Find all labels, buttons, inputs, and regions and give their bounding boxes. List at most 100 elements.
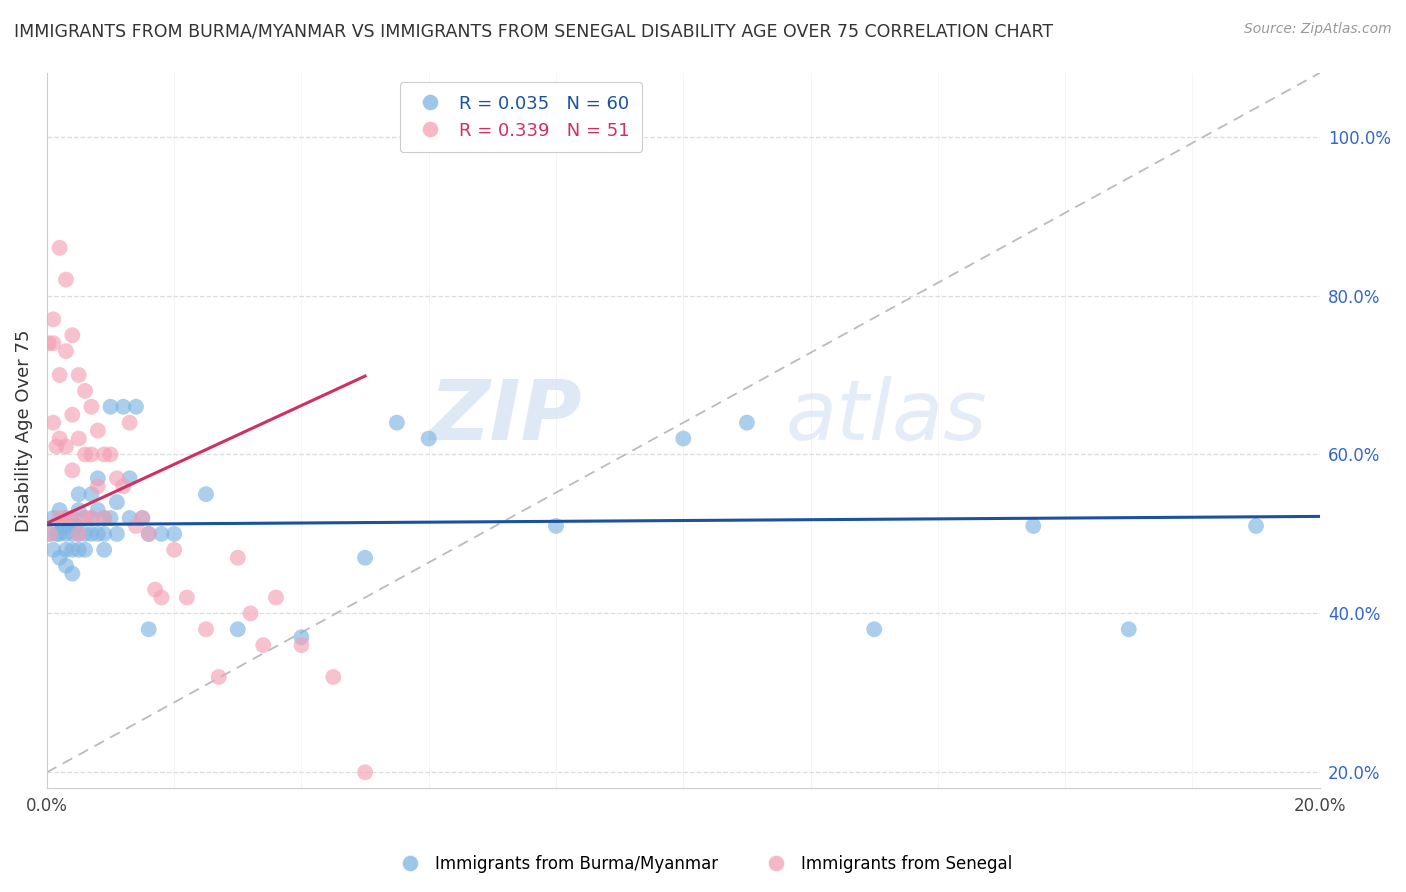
Point xyxy=(239,607,262,621)
Point xyxy=(45,527,67,541)
Point xyxy=(105,527,128,541)
Point xyxy=(67,368,90,382)
Point xyxy=(67,487,90,501)
Text: atlas: atlas xyxy=(785,376,987,457)
Point xyxy=(150,527,173,541)
Point xyxy=(55,558,77,573)
Point xyxy=(150,591,173,605)
Point xyxy=(93,447,115,461)
Point xyxy=(55,511,77,525)
Point xyxy=(75,384,97,398)
Point xyxy=(55,344,77,359)
Point xyxy=(75,511,97,525)
Point xyxy=(93,511,115,525)
Point xyxy=(87,479,110,493)
Point xyxy=(45,440,67,454)
Point xyxy=(93,527,115,541)
Point xyxy=(42,416,65,430)
Point xyxy=(67,432,90,446)
Point xyxy=(131,511,153,525)
Point xyxy=(105,495,128,509)
Point xyxy=(60,328,83,343)
Point xyxy=(75,542,97,557)
Point xyxy=(138,622,160,636)
Point xyxy=(42,511,65,525)
Point xyxy=(100,400,122,414)
Point xyxy=(138,527,160,541)
Point xyxy=(65,519,87,533)
Point xyxy=(226,550,249,565)
Point xyxy=(290,630,312,644)
Point xyxy=(42,312,65,326)
Point xyxy=(125,400,148,414)
Point xyxy=(60,511,83,525)
Point xyxy=(176,591,198,605)
Point xyxy=(52,519,75,533)
Point xyxy=(354,765,377,780)
Point xyxy=(48,511,70,525)
Point xyxy=(60,566,83,581)
Point xyxy=(38,336,60,351)
Point xyxy=(67,527,90,541)
Point xyxy=(1244,519,1267,533)
Point xyxy=(544,519,567,533)
Point xyxy=(48,241,70,255)
Point xyxy=(48,503,70,517)
Point xyxy=(93,542,115,557)
Point xyxy=(195,487,218,501)
Point xyxy=(264,591,287,605)
Point xyxy=(39,527,62,541)
Point xyxy=(48,368,70,382)
Point xyxy=(672,432,695,446)
Text: ZIP: ZIP xyxy=(429,376,582,457)
Point xyxy=(75,527,97,541)
Point xyxy=(125,519,148,533)
Point xyxy=(60,511,83,525)
Point xyxy=(67,503,90,517)
Point xyxy=(100,511,122,525)
Point xyxy=(39,527,62,541)
Point xyxy=(80,527,103,541)
Point xyxy=(118,511,141,525)
Point xyxy=(80,447,103,461)
Point xyxy=(80,511,103,525)
Point xyxy=(138,527,160,541)
Point xyxy=(131,511,153,525)
Point xyxy=(1022,519,1045,533)
Point xyxy=(93,511,115,525)
Point xyxy=(112,400,135,414)
Point xyxy=(385,416,408,430)
Point xyxy=(58,519,80,533)
Point xyxy=(48,550,70,565)
Point xyxy=(42,336,65,351)
Point xyxy=(226,622,249,636)
Point xyxy=(42,542,65,557)
Point xyxy=(195,622,218,636)
Point xyxy=(112,479,135,493)
Point xyxy=(55,542,77,557)
Point xyxy=(60,463,83,477)
Point xyxy=(208,670,231,684)
Point xyxy=(290,638,312,652)
Point xyxy=(418,432,440,446)
Point xyxy=(87,503,110,517)
Point xyxy=(60,527,83,541)
Point xyxy=(118,471,141,485)
Point xyxy=(252,638,274,652)
Point xyxy=(75,447,97,461)
Point xyxy=(80,400,103,414)
Point xyxy=(80,487,103,501)
Point xyxy=(87,527,110,541)
Point xyxy=(87,471,110,485)
Point xyxy=(48,527,70,541)
Point xyxy=(87,424,110,438)
Point xyxy=(48,432,70,446)
Point xyxy=(735,416,758,430)
Point xyxy=(80,511,103,525)
Point xyxy=(60,408,83,422)
Y-axis label: Disability Age Over 75: Disability Age Over 75 xyxy=(15,329,32,532)
Text: IMMIGRANTS FROM BURMA/MYANMAR VS IMMIGRANTS FROM SENEGAL DISABILITY AGE OVER 75 : IMMIGRANTS FROM BURMA/MYANMAR VS IMMIGRA… xyxy=(14,22,1053,40)
Point xyxy=(75,511,97,525)
Point xyxy=(55,440,77,454)
Point xyxy=(143,582,166,597)
